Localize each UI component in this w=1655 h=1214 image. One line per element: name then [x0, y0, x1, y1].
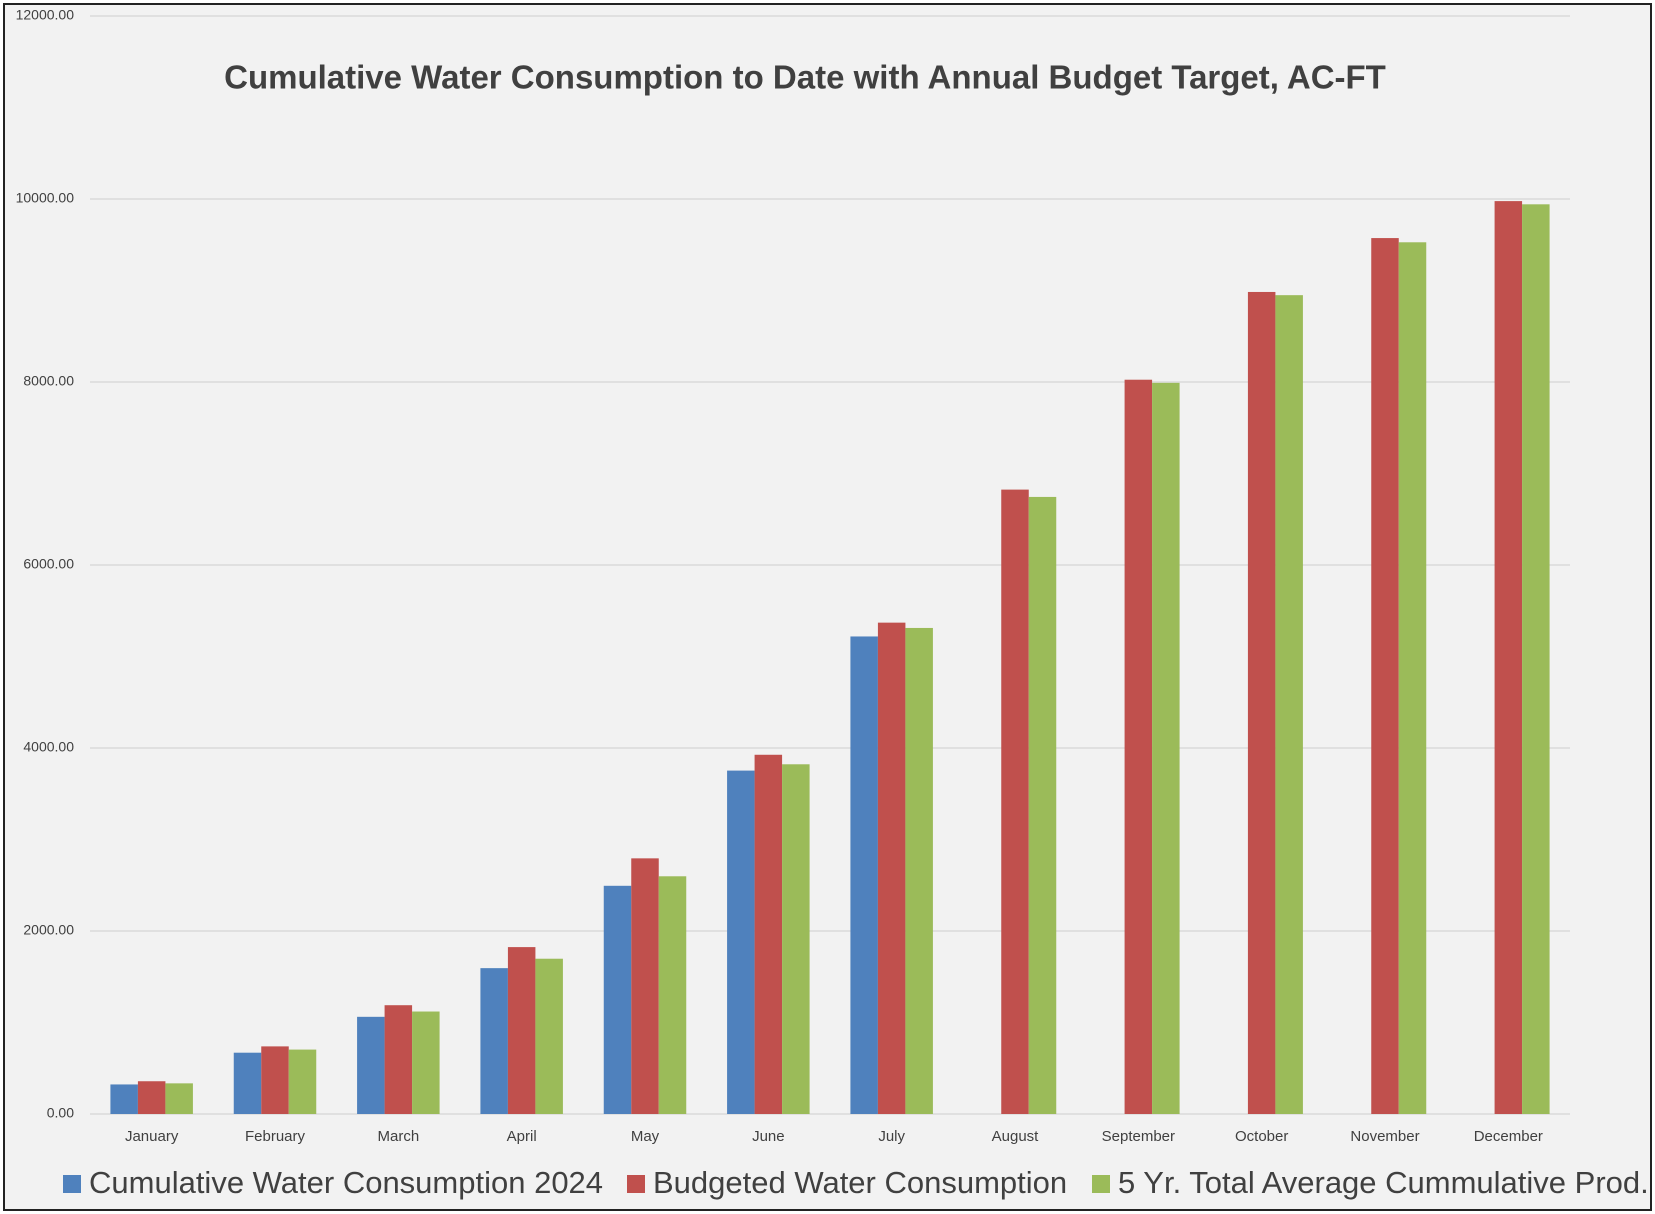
x-tick-label: June	[752, 1128, 785, 1145]
bar	[165, 1083, 193, 1114]
x-tick-label: May	[631, 1128, 660, 1145]
bar	[1247, 291, 1276, 1114]
legend-swatch	[1092, 1175, 1110, 1193]
x-tick-label: October	[1235, 1128, 1288, 1145]
legend-label: 5 Yr. Total Average Cummulative Prod.	[1118, 1165, 1649, 1200]
bar	[1398, 242, 1427, 1115]
bar	[384, 1005, 413, 1114]
y-tick-label: 8000.00	[23, 373, 74, 389]
y-tick-label: 0.00	[47, 1105, 74, 1121]
bar	[535, 958, 563, 1114]
bar	[233, 1052, 262, 1114]
bar	[631, 858, 659, 1114]
bar	[507, 947, 536, 1114]
bar	[1028, 496, 1057, 1114]
bar	[850, 636, 878, 1114]
x-tick-label: January	[125, 1128, 179, 1145]
bar	[658, 876, 687, 1114]
bar	[1275, 295, 1303, 1114]
bar	[782, 764, 810, 1114]
bar	[727, 770, 755, 1114]
bar	[905, 627, 933, 1114]
bar	[1522, 204, 1550, 1114]
bar	[1494, 201, 1523, 1115]
x-tick-label: July	[878, 1128, 905, 1145]
x-tick-label: February	[245, 1128, 306, 1145]
legend-label: Budgeted Water Consumption	[653, 1165, 1067, 1200]
y-tick-label: 4000.00	[23, 739, 74, 755]
bar	[1001, 489, 1029, 1114]
chart-title: Cumulative Water Consumption to Date wit…	[224, 59, 1386, 96]
bar	[754, 754, 783, 1114]
y-tick-label: 10000.00	[16, 190, 75, 206]
bar	[603, 885, 632, 1114]
legend-swatch	[627, 1175, 645, 1193]
bar	[137, 1081, 166, 1114]
bar	[412, 1011, 440, 1114]
x-tick-label: March	[377, 1128, 419, 1145]
x-tick-label: December	[1474, 1128, 1543, 1145]
y-tick-label: 6000.00	[23, 556, 74, 572]
bar	[877, 622, 906, 1114]
x-tick-label: August	[992, 1128, 1040, 1145]
bar	[1371, 238, 1399, 1114]
x-tick-label: September	[1102, 1128, 1175, 1145]
bar	[1124, 379, 1153, 1114]
bar	[110, 1084, 138, 1114]
bar	[357, 1016, 385, 1114]
legend-label: Cumulative Water Consumption 2024	[89, 1165, 603, 1200]
x-tick-label: April	[507, 1128, 537, 1145]
y-tick-label: 12000.00	[16, 7, 75, 23]
bar	[288, 1049, 317, 1114]
legend-swatch	[63, 1175, 81, 1193]
bar	[261, 1046, 289, 1114]
x-tick-label: November	[1350, 1128, 1419, 1145]
bar	[1152, 382, 1180, 1114]
bar	[480, 968, 508, 1114]
y-tick-label: 2000.00	[23, 922, 74, 938]
